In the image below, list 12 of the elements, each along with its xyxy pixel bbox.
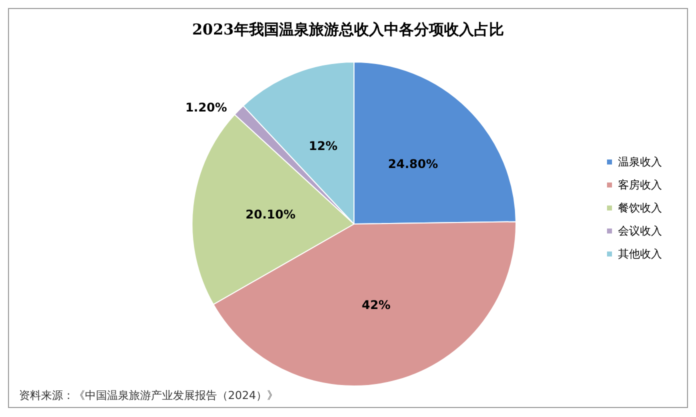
legend-label: 客房收入 — [618, 178, 662, 192]
data-label: 20.10% — [246, 208, 296, 222]
legend-label: 其他收入 — [618, 248, 662, 260]
chart-title: 2023年我国温泉旅游总收入中各分项收入占比 — [192, 20, 504, 38]
legend-label: 温泉收入 — [618, 156, 662, 168]
data-label: 42% — [362, 298, 391, 312]
legend-label: 餐饮收入 — [618, 202, 662, 214]
data-label: 12% — [308, 138, 338, 153]
text: 资料来源：《中国温泉旅游产业发展报告（2024）》 — [19, 389, 278, 402]
data-label: 24.80% — [388, 157, 438, 172]
data-label: 1.20% — [185, 100, 227, 114]
legend-label: 会议收入 — [618, 224, 662, 238]
